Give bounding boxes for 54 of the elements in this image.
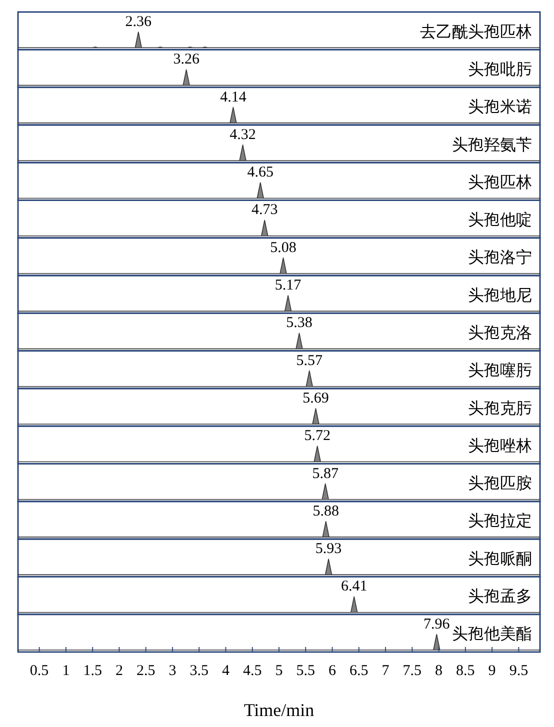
x-tick-label: 4 — [222, 663, 230, 679]
chart-title: 去乙酰头孢匹林 — [420, 22, 532, 41]
x-tick-label: 2.5 — [136, 663, 156, 679]
x-tick-label: 1 — [62, 663, 70, 679]
x-tick-label: 0.5 — [30, 663, 49, 679]
x-tick-label: 7 — [382, 663, 390, 679]
chart-title: 头孢拉定 — [468, 512, 532, 530]
chart-title: 头孢匹胺 — [468, 474, 532, 493]
annotation: 3.26 — [173, 52, 200, 68]
annotation: 5.69 — [302, 390, 329, 406]
chart-title: 头孢匹林 — [468, 173, 532, 192]
chart-title: 头孢羟氨苄 — [452, 136, 532, 154]
x-tick-label: 9.5 — [509, 663, 528, 679]
x-tick-label: 8 — [435, 663, 443, 679]
chart-title: 头孢米诺 — [468, 98, 532, 116]
x-tick-label: 2 — [115, 663, 123, 679]
annotation: 5.08 — [270, 240, 296, 256]
chart-title: 头孢克肟 — [468, 399, 532, 418]
annotation: 5.88 — [312, 503, 339, 520]
annotation: 5.87 — [312, 466, 339, 482]
chart-title: 头孢克洛 — [468, 324, 532, 342]
x-tick-label: 5.5 — [296, 663, 316, 679]
annotation: 5.38 — [286, 315, 312, 332]
x-tick-label: 3.5 — [190, 663, 208, 679]
annotation: 4.73 — [251, 202, 278, 218]
chart-title: 头孢噻肟 — [468, 362, 532, 380]
chart-title: 头孢地尼 — [468, 286, 532, 304]
annotation: 4.65 — [247, 164, 274, 181]
chart-title: 头孢吡肟 — [468, 60, 532, 78]
x-tick-label: 3 — [168, 663, 176, 679]
chart-title: 头孢他美酯 — [452, 625, 532, 644]
x-tick-label: 5 — [275, 663, 283, 679]
annotation: 4.14 — [220, 89, 247, 106]
x-tick-label: 9 — [488, 663, 496, 679]
chart-title: 头孢孟多 — [468, 588, 532, 606]
annotation: 5.93 — [315, 541, 342, 558]
annotation: 5.57 — [296, 352, 323, 369]
chart-title: 头孢洛宁 — [468, 248, 532, 267]
x-tick-label: 8.5 — [456, 663, 475, 679]
chart-title: 头孢哌酮 — [468, 550, 532, 568]
x-tick-label: 6 — [328, 663, 337, 679]
x-axis-title: Time/min — [244, 700, 314, 720]
annotation: 5.72 — [304, 428, 330, 444]
x-tick-label: 7.5 — [402, 663, 422, 679]
annotation: 6.41 — [340, 578, 368, 595]
x-tick-label: 1.5 — [83, 663, 102, 679]
annotation: 2.36 — [125, 14, 152, 30]
chart-title: 头孢唑林 — [468, 436, 532, 455]
x-tick-label: 4.5 — [242, 663, 262, 679]
annotation: 7.96 — [424, 616, 450, 632]
annotation: 5.17 — [274, 278, 302, 294]
annotation: 4.32 — [230, 126, 256, 143]
chart-title: 头孢他啶 — [468, 211, 532, 230]
x-tick-label: 6.5 — [350, 663, 368, 679]
